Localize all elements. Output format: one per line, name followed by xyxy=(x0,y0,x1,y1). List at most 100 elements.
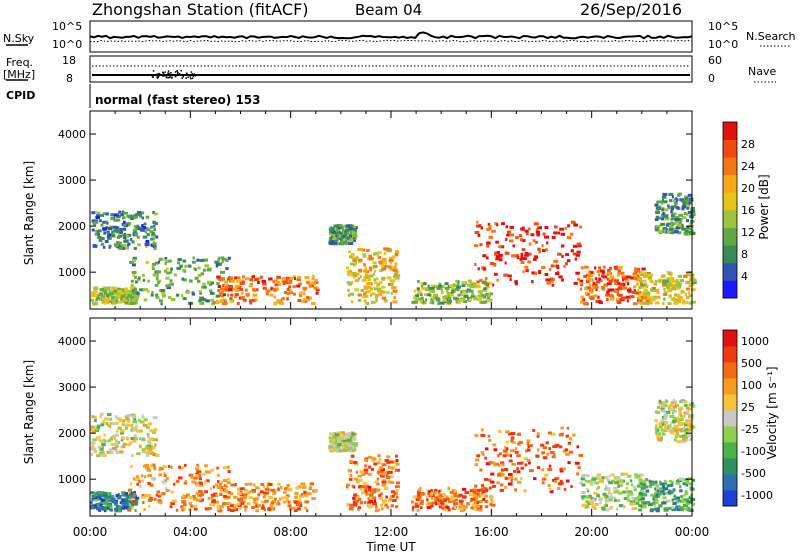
echo-cell xyxy=(657,489,660,493)
echo-cell xyxy=(414,298,418,302)
echo-cell xyxy=(220,270,225,274)
echo-cell xyxy=(150,451,155,455)
echo-cell xyxy=(666,484,672,488)
echo-cell xyxy=(199,296,205,300)
echo-cell xyxy=(553,231,558,235)
echo-cell xyxy=(663,297,666,301)
echo-cell xyxy=(209,289,213,293)
echo-cell xyxy=(586,474,590,478)
echo-cell xyxy=(593,294,598,298)
freq-dot xyxy=(191,77,194,79)
echo-cell xyxy=(444,497,450,501)
echo-cell xyxy=(210,298,215,302)
echo-cell xyxy=(629,295,635,299)
echo-cell xyxy=(309,296,312,300)
echo-cell xyxy=(459,298,464,302)
echo-cell xyxy=(342,238,346,242)
freq-dot xyxy=(156,73,158,76)
echo-cell xyxy=(336,242,339,246)
echo-cell xyxy=(393,273,397,277)
echo-cell xyxy=(419,299,423,303)
echo-cell xyxy=(352,500,357,504)
echo-cell xyxy=(219,489,224,493)
echo-cell xyxy=(329,226,333,230)
echo-cell xyxy=(302,298,308,302)
echo-cell xyxy=(188,508,192,512)
echo-cell xyxy=(538,250,541,254)
echo-cell xyxy=(263,495,266,499)
echo-cell xyxy=(346,485,349,489)
freq-dot xyxy=(163,75,165,77)
echo-cell xyxy=(143,298,148,302)
echo-cell xyxy=(516,480,522,484)
echo-cell xyxy=(673,497,677,501)
echo-cell xyxy=(364,471,368,474)
echo-cell xyxy=(428,287,434,290)
echo-cell xyxy=(585,273,591,277)
echo-cell xyxy=(631,290,637,294)
freq-dot xyxy=(162,71,164,74)
echo-cell xyxy=(551,236,556,239)
echo-cell xyxy=(146,444,151,448)
echo-cell xyxy=(99,219,102,223)
echo-cell xyxy=(170,267,173,271)
freq-dot xyxy=(170,72,172,74)
echo-cell xyxy=(298,291,304,295)
echo-cell xyxy=(124,287,129,291)
echo-cell xyxy=(311,302,316,306)
echo-cell xyxy=(117,241,122,245)
echo-cell xyxy=(632,302,638,306)
echo-cell xyxy=(603,283,607,287)
echo-cell xyxy=(133,215,138,219)
echo-cell xyxy=(662,496,667,500)
colorbar-tick-label: 8 xyxy=(741,248,748,261)
echo-cell xyxy=(569,436,573,440)
echo-cell xyxy=(498,258,503,262)
echo-cell xyxy=(113,287,118,291)
echo-cell xyxy=(225,258,229,262)
echo-cell xyxy=(637,277,642,280)
echo-cell xyxy=(688,198,694,202)
echo-cell xyxy=(122,297,127,301)
echo-cell xyxy=(481,484,484,487)
echo-cell xyxy=(102,498,108,502)
echo-cell xyxy=(560,432,564,436)
echo-cell xyxy=(372,496,377,500)
echo-cell xyxy=(681,227,687,231)
echo-cell xyxy=(643,293,647,297)
echo-cell xyxy=(98,435,101,439)
echo-cell xyxy=(229,297,233,301)
echo-cell xyxy=(216,504,220,508)
echo-cell xyxy=(173,273,177,277)
echo-cell xyxy=(510,439,514,443)
echo-cell xyxy=(349,442,352,446)
echo-cell xyxy=(630,483,634,487)
echo-cell xyxy=(105,499,110,503)
echo-cell xyxy=(658,278,661,282)
echo-cell xyxy=(103,291,108,295)
echo-cell xyxy=(363,299,367,303)
echo-cell xyxy=(689,494,693,497)
echo-cell xyxy=(577,466,581,470)
echo-cell xyxy=(131,299,136,303)
echo-cell xyxy=(425,288,430,292)
echo-cell xyxy=(118,509,122,513)
echo-cell xyxy=(676,508,681,512)
echo-cell xyxy=(689,278,693,282)
echo-cell xyxy=(129,215,133,219)
echo-cell xyxy=(181,494,185,498)
echo-cell xyxy=(675,300,680,304)
echo-cell xyxy=(522,239,526,243)
echo-cell xyxy=(611,479,616,483)
echo-cell xyxy=(486,256,489,260)
echo-cell xyxy=(450,495,454,499)
echo-cell xyxy=(474,263,477,266)
echo-cell xyxy=(417,492,422,496)
echo-cell xyxy=(504,476,508,480)
echo-cell xyxy=(220,480,224,484)
echo-cell xyxy=(352,446,357,450)
y-tick-label: 3000 xyxy=(58,381,86,394)
echo-cell xyxy=(199,301,202,305)
echo-cell xyxy=(593,266,597,270)
echo-cell xyxy=(479,488,482,492)
